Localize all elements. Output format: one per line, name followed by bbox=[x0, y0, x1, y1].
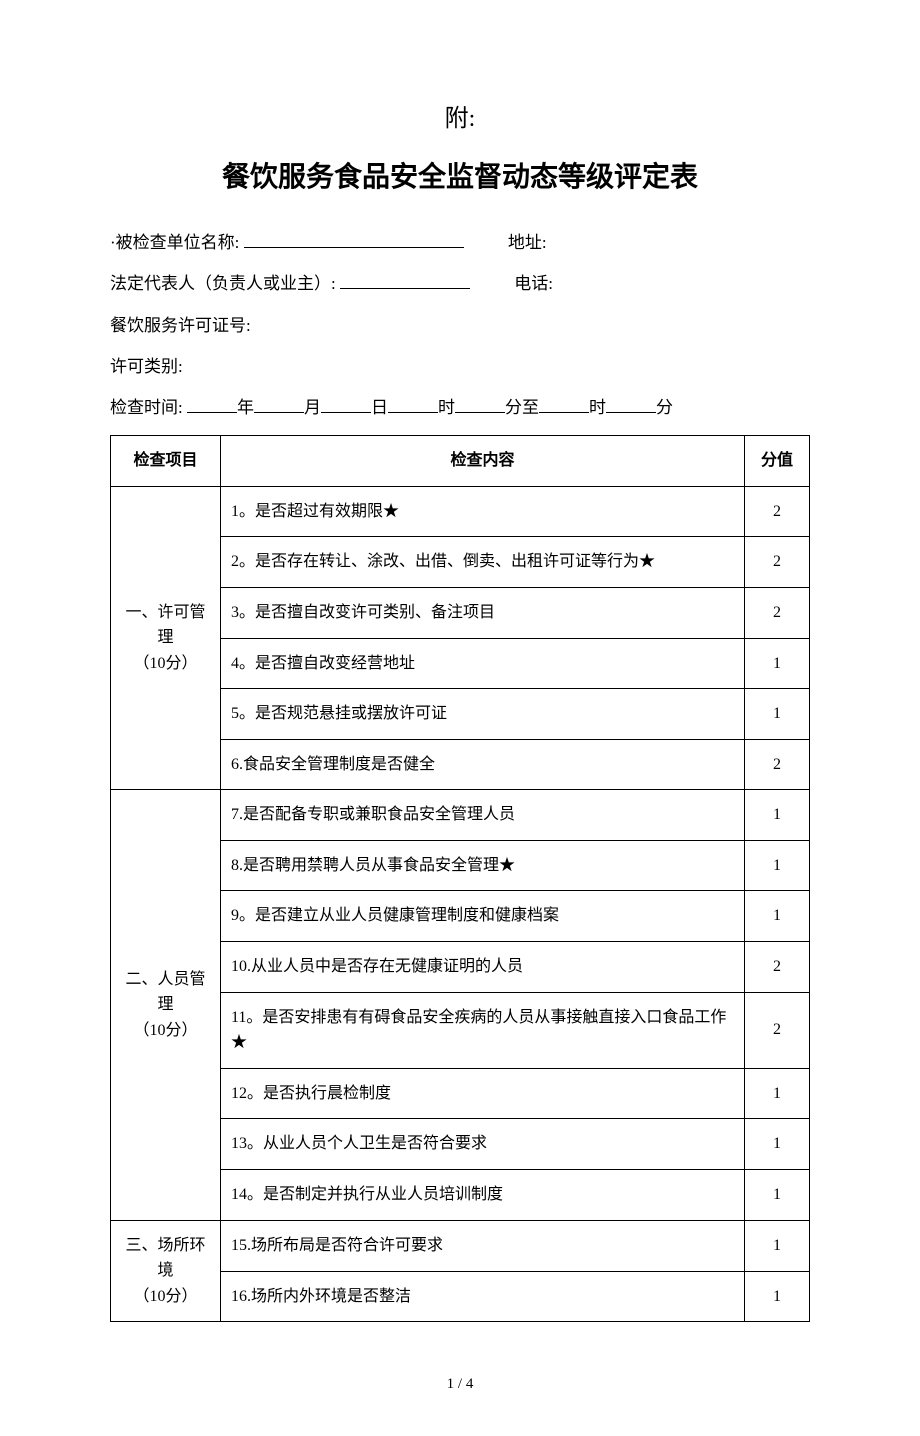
page-footer: 1 / 4 bbox=[110, 1372, 810, 1396]
content-cell: 3。是否擅自改变许可类别、备注项目 bbox=[221, 587, 745, 638]
min1-blank[interactable] bbox=[455, 394, 505, 413]
license-no-label: 餐饮服务许可证号: bbox=[110, 316, 251, 335]
content-cell: 7.是否配备专职或兼职食品安全管理人员 bbox=[221, 790, 745, 841]
content-cell: 15.场所布局是否符合许可要求 bbox=[221, 1220, 745, 1271]
form-line-legal-rep: 法定代表人（负责人或业主）: 电话: bbox=[110, 270, 810, 297]
category-cell: 三、场所环境（10分） bbox=[111, 1220, 221, 1322]
content-cell: 12。是否执行晨检制度 bbox=[221, 1068, 745, 1119]
form-line-unit: ·被检查单位名称: 地址: bbox=[110, 229, 810, 256]
score-cell: 2 bbox=[745, 587, 810, 638]
score-cell: 1 bbox=[745, 638, 810, 689]
content-cell: 6.食品安全管理制度是否健全 bbox=[221, 739, 745, 790]
score-cell: 1 bbox=[745, 1170, 810, 1221]
score-cell: 2 bbox=[745, 486, 810, 537]
min2-blank[interactable] bbox=[606, 394, 656, 413]
header-score: 分值 bbox=[745, 436, 810, 487]
hour2-blank[interactable] bbox=[539, 394, 589, 413]
month-label: 月 bbox=[304, 398, 321, 417]
content-cell: 13。从业人员个人卫生是否符合要求 bbox=[221, 1119, 745, 1170]
table-row: 二、人员管理（10分）7.是否配备专职或兼职食品安全管理人员1 bbox=[111, 790, 810, 841]
form-line-check-time: 检查时间: 年月日时分至时分 bbox=[110, 394, 810, 421]
score-cell: 1 bbox=[745, 891, 810, 942]
legal-rep-label: 法定代表人（负责人或业主）: bbox=[110, 274, 336, 293]
score-cell: 1 bbox=[745, 1220, 810, 1271]
evaluation-table: 检查项目 检查内容 分值 一、许可管理（10分）1。是否超过有效期限★22。是否… bbox=[110, 435, 810, 1322]
hour1-blank[interactable] bbox=[388, 394, 438, 413]
score-cell: 1 bbox=[745, 840, 810, 891]
day-blank[interactable] bbox=[321, 394, 371, 413]
day-label: 日 bbox=[371, 398, 388, 417]
content-cell: 5。是否规范悬挂或摆放许可证 bbox=[221, 689, 745, 740]
min1-label: 分 bbox=[505, 398, 522, 417]
score-cell: 1 bbox=[745, 1068, 810, 1119]
main-title: 餐饮服务食品安全监督动态等级评定表 bbox=[110, 156, 810, 201]
hour1-label: 时 bbox=[438, 398, 455, 417]
header-category: 检查项目 bbox=[111, 436, 221, 487]
score-cell: 1 bbox=[745, 790, 810, 841]
category-cell: 二、人员管理（10分） bbox=[111, 790, 221, 1220]
unit-label: ·被检查单位名称: bbox=[110, 233, 239, 252]
content-cell: 11。是否安排患有有碍食品安全疾病的人员从事接触直接入口食品工作★ bbox=[221, 992, 745, 1068]
phone-label: 电话: bbox=[514, 274, 553, 293]
attachment-label: 附: bbox=[110, 100, 810, 138]
score-cell: 2 bbox=[745, 992, 810, 1068]
to-label: 至 bbox=[522, 398, 539, 417]
hour2-label: 时 bbox=[589, 398, 606, 417]
content-cell: 9。是否建立从业人员健康管理制度和健康档案 bbox=[221, 891, 745, 942]
content-cell: 14。是否制定并执行从业人员培训制度 bbox=[221, 1170, 745, 1221]
score-cell: 2 bbox=[745, 942, 810, 993]
table-header-row: 检查项目 检查内容 分值 bbox=[111, 436, 810, 487]
content-cell: 16.场所内外环境是否整洁 bbox=[221, 1271, 745, 1322]
score-cell: 1 bbox=[745, 1271, 810, 1322]
address-label: 地址: bbox=[508, 233, 547, 252]
year-blank[interactable] bbox=[187, 394, 237, 413]
content-cell: 8.是否聘用禁聘人员从事食品安全管理★ bbox=[221, 840, 745, 891]
table-row: 一、许可管理（10分）1。是否超过有效期限★2 bbox=[111, 486, 810, 537]
legal-rep-blank[interactable] bbox=[340, 271, 470, 290]
license-category-label: 许可类别: bbox=[110, 357, 183, 376]
unit-blank[interactable] bbox=[244, 230, 464, 249]
header-content: 检查内容 bbox=[221, 436, 745, 487]
year-label: 年 bbox=[237, 398, 254, 417]
score-cell: 2 bbox=[745, 537, 810, 588]
score-cell: 2 bbox=[745, 739, 810, 790]
table-row: 三、场所环境（10分）15.场所布局是否符合许可要求1 bbox=[111, 1220, 810, 1271]
form-line-license-no: 餐饮服务许可证号: bbox=[110, 312, 810, 339]
check-time-label: 检查时间: bbox=[110, 398, 183, 417]
category-cell: 一、许可管理（10分） bbox=[111, 486, 221, 790]
month-blank[interactable] bbox=[254, 394, 304, 413]
content-cell: 1。是否超过有效期限★ bbox=[221, 486, 745, 537]
form-line-license-category: 许可类别: bbox=[110, 353, 810, 380]
score-cell: 1 bbox=[745, 1119, 810, 1170]
score-cell: 1 bbox=[745, 689, 810, 740]
min2-label: 分 bbox=[656, 398, 673, 417]
content-cell: 2。是否存在转让、涂改、出借、倒卖、出租许可证等行为★ bbox=[221, 537, 745, 588]
content-cell: 10.从业人员中是否存在无健康证明的人员 bbox=[221, 942, 745, 993]
content-cell: 4。是否擅自改变经营地址 bbox=[221, 638, 745, 689]
